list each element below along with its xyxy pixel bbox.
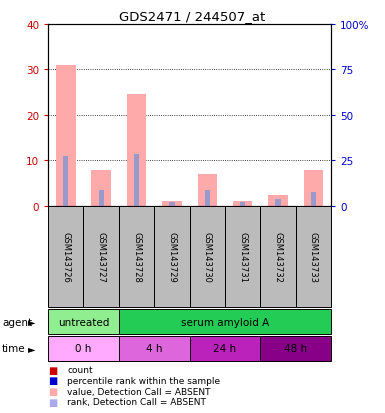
Bar (169, 203, 174, 206)
Bar (56, 66, 75, 206)
Bar (127, 95, 146, 206)
Text: 24 h: 24 h (213, 344, 236, 354)
Bar (162, 202, 182, 206)
Bar (198, 175, 217, 206)
Text: rank, Detection Call = ABSENT: rank, Detection Call = ABSENT (67, 397, 206, 406)
Bar (134, 154, 139, 206)
Text: untreated: untreated (58, 317, 109, 327)
Text: 4 h: 4 h (146, 344, 162, 354)
Bar (304, 170, 323, 206)
Text: GSM143730: GSM143730 (203, 232, 212, 282)
Bar (225, 206, 260, 308)
Text: ■: ■ (48, 397, 57, 407)
Bar (99, 191, 104, 206)
Bar (260, 336, 331, 361)
Bar (233, 201, 253, 206)
Text: GSM143727: GSM143727 (97, 232, 106, 282)
Bar (205, 191, 210, 206)
Bar (92, 170, 111, 206)
Text: GSM143732: GSM143732 (273, 232, 283, 282)
Bar (48, 206, 84, 308)
Text: serum amyloid A: serum amyloid A (181, 317, 269, 327)
Bar (190, 206, 225, 308)
Text: GSM143726: GSM143726 (61, 232, 70, 282)
Text: GSM143731: GSM143731 (238, 232, 247, 282)
Bar (275, 200, 281, 206)
Bar (260, 206, 296, 308)
Text: ■: ■ (48, 386, 57, 396)
Text: 48 h: 48 h (284, 344, 307, 354)
Text: ►: ► (28, 317, 36, 327)
Text: count: count (67, 365, 93, 374)
Bar (296, 206, 331, 308)
Text: ■: ■ (48, 375, 57, 385)
Text: time: time (2, 344, 25, 354)
Text: percentile rank within the sample: percentile rank within the sample (67, 376, 221, 385)
Bar (190, 336, 260, 361)
Bar (48, 336, 119, 361)
Text: GSM143729: GSM143729 (167, 232, 176, 282)
Text: ■: ■ (48, 365, 57, 375)
Text: ►: ► (28, 344, 36, 354)
Bar (48, 309, 119, 335)
Bar (119, 336, 190, 361)
Bar (240, 202, 245, 206)
Text: agent: agent (2, 317, 32, 327)
Bar (119, 309, 331, 335)
Bar (119, 206, 154, 308)
Bar (154, 206, 190, 308)
Bar (311, 193, 316, 206)
Bar (84, 206, 119, 308)
Text: 0 h: 0 h (75, 344, 92, 354)
Bar (268, 195, 288, 206)
Text: GSM143728: GSM143728 (132, 232, 141, 282)
Bar (63, 157, 69, 206)
Text: GSM143733: GSM143733 (309, 232, 318, 282)
Text: GDS2471 / 244507_at: GDS2471 / 244507_at (119, 10, 266, 23)
Text: value, Detection Call = ABSENT: value, Detection Call = ABSENT (67, 387, 211, 396)
